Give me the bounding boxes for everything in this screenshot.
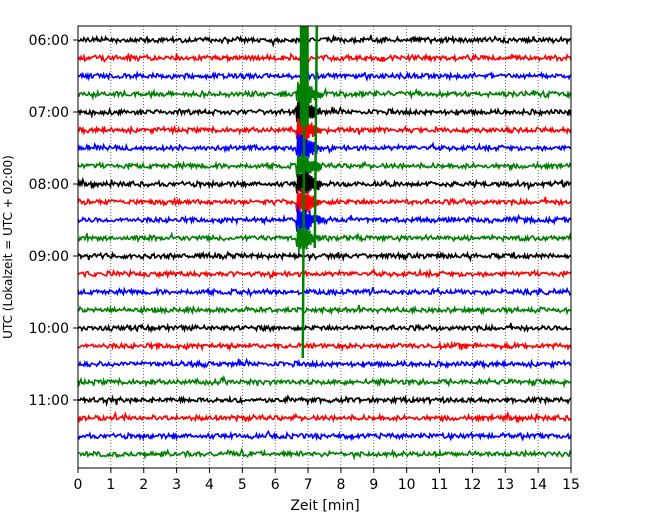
x-tick-label: 0 <box>74 477 83 493</box>
trace-0900 <box>77 250 572 263</box>
trace-0730 <box>77 132 572 159</box>
trace-1100 <box>77 394 572 408</box>
y-tick-label: 11:00 <box>29 393 69 409</box>
x-tick-label: 10 <box>398 477 416 493</box>
plot-frame <box>77 25 572 469</box>
x-axis-label: Zeit [min] <box>290 498 359 514</box>
trace-0945 <box>77 304 572 316</box>
trace-0915 <box>77 267 572 281</box>
trace-1015 <box>77 340 572 352</box>
trace-1115 <box>77 410 572 424</box>
trace-0930 <box>77 286 572 299</box>
x-tick-label: 2 <box>139 477 148 493</box>
x-tick-label: 9 <box>369 477 378 493</box>
trace-0745 <box>77 154 572 178</box>
trace-0715 <box>77 115 572 145</box>
trace-0630 <box>77 70 572 83</box>
y-axis: 06:00 07:00 08:00 09:00 10:00 11:00 <box>29 33 78 409</box>
trace-0830 <box>77 204 572 235</box>
x-tick-label: 4 <box>205 477 214 493</box>
event-wave <box>301 25 319 359</box>
x-tick-label: 6 <box>271 477 280 493</box>
y-tick-label: 09:00 <box>29 249 69 265</box>
trace-1045 <box>77 374 572 389</box>
x-tick-label: 8 <box>336 477 345 493</box>
trace-0815 <box>77 187 572 217</box>
x-tick-label: 5 <box>238 477 247 493</box>
x-tick-label: 7 <box>304 477 313 493</box>
y-tick-label: 07:00 <box>29 105 69 121</box>
trace-1030 <box>77 357 572 370</box>
trace-1145 <box>77 447 572 461</box>
x-tick-label: 12 <box>463 477 481 493</box>
x-tick-label: 11 <box>431 477 449 493</box>
trace-0600 <box>77 33 572 48</box>
y-axis-label: UTC (Lokalzeit = UTC + 02:00) <box>1 155 15 339</box>
x-tick-label: 3 <box>172 477 181 493</box>
x-tick-label: 15 <box>562 477 580 493</box>
trace-0615 <box>77 52 572 64</box>
x-axis: 0 1 2 3 4 5 6 7 8 9 10 11 12 13 14 15 <box>74 468 580 493</box>
trace-0800 <box>77 171 572 195</box>
trace-0845 <box>77 225 572 253</box>
traces-layer <box>77 25 572 461</box>
trace-1000 <box>77 322 572 334</box>
trace-0700 <box>77 100 572 127</box>
x-tick-label: 1 <box>106 477 115 493</box>
x-tick-label: 14 <box>529 477 547 493</box>
trace-1130 <box>77 429 572 442</box>
y-tick-label: 08:00 <box>29 177 69 193</box>
x-tick-label: 13 <box>496 477 514 493</box>
y-tick-label: 06:00 <box>29 33 69 49</box>
y-tick-label: 10:00 <box>29 321 69 337</box>
trace-0645 <box>77 81 572 107</box>
